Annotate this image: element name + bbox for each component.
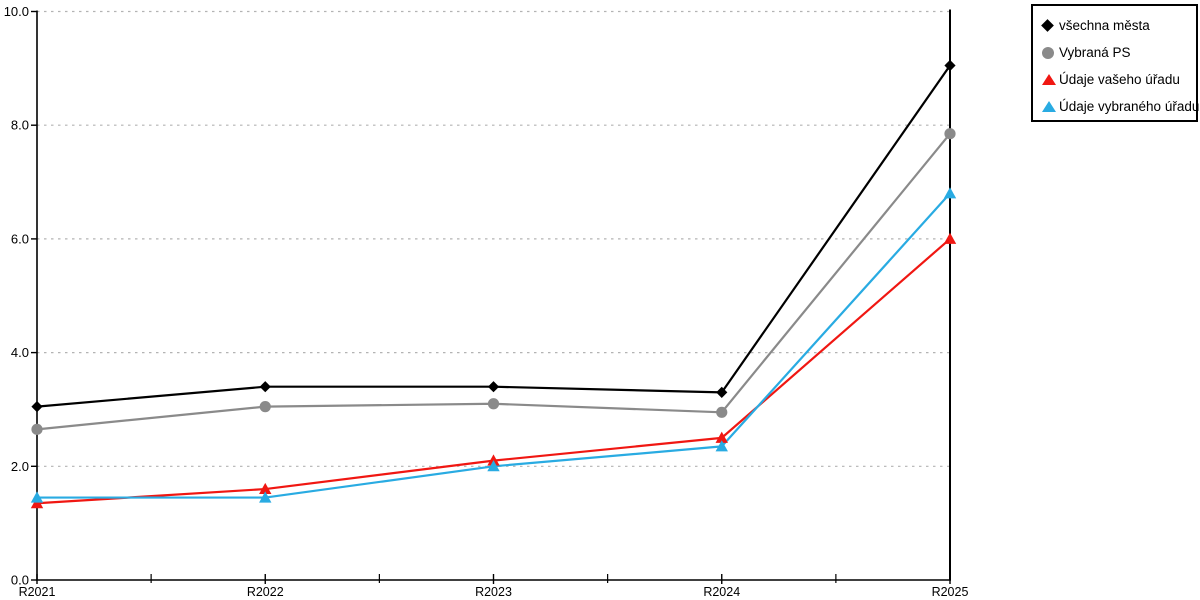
legend-triangle-icon (1042, 74, 1059, 85)
x-tick-label: R2025 (932, 585, 969, 599)
legend: všechna města Vybraná PS Údaje vašeho úřad… (1031, 4, 1200, 122)
legend-item-3: Údaje vybraného úřadu (1042, 93, 1200, 120)
data-point-circle (31, 423, 43, 435)
x-tick-label: R2023 (475, 585, 512, 599)
y-tick-label: 2.0 (11, 459, 29, 474)
legend-label: Údaje vašeho úřadu (1059, 72, 1180, 87)
triangle-glyph (1042, 74, 1056, 85)
data-point-triangle (487, 460, 500, 472)
x-tick-label: R2022 (247, 585, 284, 599)
circle-glyph (1042, 46, 1054, 59)
data-point-triangle (487, 454, 500, 466)
y-tick-label: 8.0 (11, 118, 29, 133)
data-point-triangle (943, 187, 957, 199)
data-point-diamond (259, 381, 271, 393)
x-tick-label: R2021 (19, 585, 56, 599)
data-point-circle (716, 406, 728, 418)
data-point-diamond (487, 381, 500, 393)
data-point-triangle (715, 431, 728, 443)
y-tick-label: 4.0 (11, 345, 29, 360)
y-tick-label: 0.0 (11, 573, 29, 588)
legend-item-0: všechna města (1041, 12, 1196, 39)
data-point-diamond (716, 386, 728, 398)
legend-triangle-icon (1042, 101, 1059, 112)
y-tick-label: 10.0 (4, 4, 29, 19)
data-point-circle (487, 398, 500, 410)
y-tick-label: 6.0 (11, 231, 29, 246)
data-point-triangle (30, 491, 44, 503)
data-point-triangle (259, 482, 272, 495)
legend-label: Vybraná PS (1059, 45, 1131, 60)
legend-item-2: Údaje vašeho úřadu (1042, 66, 1196, 93)
legend-label: všechna města (1059, 18, 1150, 33)
diamond-glyph (1041, 19, 1054, 32)
triangle-glyph (1042, 101, 1056, 112)
data-point-circle (944, 128, 956, 140)
data-point-triangle (30, 497, 44, 509)
data-point-diamond (944, 59, 956, 72)
data-point-diamond (31, 401, 43, 413)
legend-circle-icon (1042, 46, 1059, 59)
data-point-triangle (715, 440, 728, 452)
data-point-triangle (259, 491, 272, 503)
series-line-0 (35, 64, 952, 408)
legend-label: Údaje vybraného úřadu (1059, 99, 1200, 114)
x-tick-label: R2024 (703, 585, 740, 599)
data-point-circle (259, 401, 271, 413)
legend-item-1: Vybraná PS (1042, 39, 1196, 66)
legend-diamond-icon (1041, 19, 1059, 32)
data-point-triangle (943, 232, 957, 244)
